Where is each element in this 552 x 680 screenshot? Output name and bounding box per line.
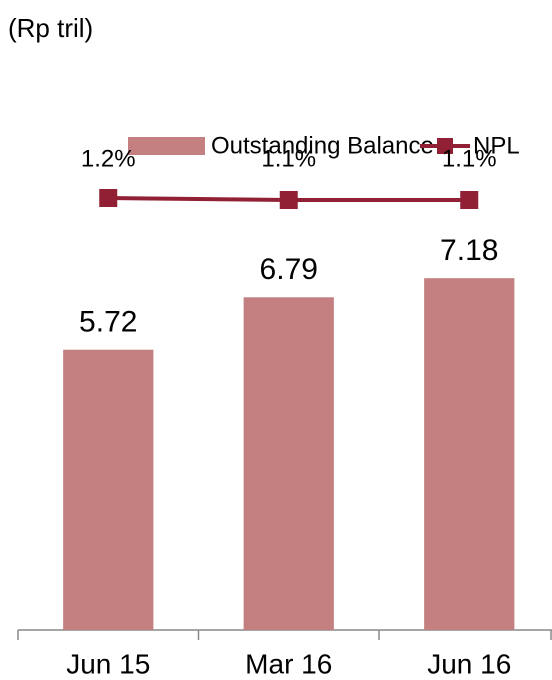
x-tick-label: Jun 15 bbox=[66, 648, 150, 679]
bar-value-label: 7.18 bbox=[440, 234, 498, 267]
line-value-label: 1.1% bbox=[261, 145, 316, 172]
bar bbox=[424, 278, 515, 630]
bar bbox=[243, 297, 334, 630]
x-tick-label: Jun 16 bbox=[427, 648, 511, 679]
line-value-label: 1.1% bbox=[442, 145, 497, 172]
bar-value-label: 6.79 bbox=[260, 253, 318, 286]
unit-label: (Rp tril) bbox=[8, 13, 93, 43]
legend-swatch bbox=[128, 137, 205, 155]
line-marker bbox=[279, 191, 298, 209]
legend-marker bbox=[437, 138, 453, 154]
line-value-label: 1.2% bbox=[81, 145, 136, 172]
legend-label: NPL bbox=[473, 132, 520, 159]
legend-label: Outstanding Balance bbox=[211, 132, 434, 159]
line-marker bbox=[99, 189, 118, 207]
line-marker bbox=[460, 191, 479, 209]
x-tick-label: Mar 16 bbox=[245, 648, 332, 679]
bar-value-label: 5.72 bbox=[79, 306, 137, 339]
bar bbox=[63, 349, 154, 630]
